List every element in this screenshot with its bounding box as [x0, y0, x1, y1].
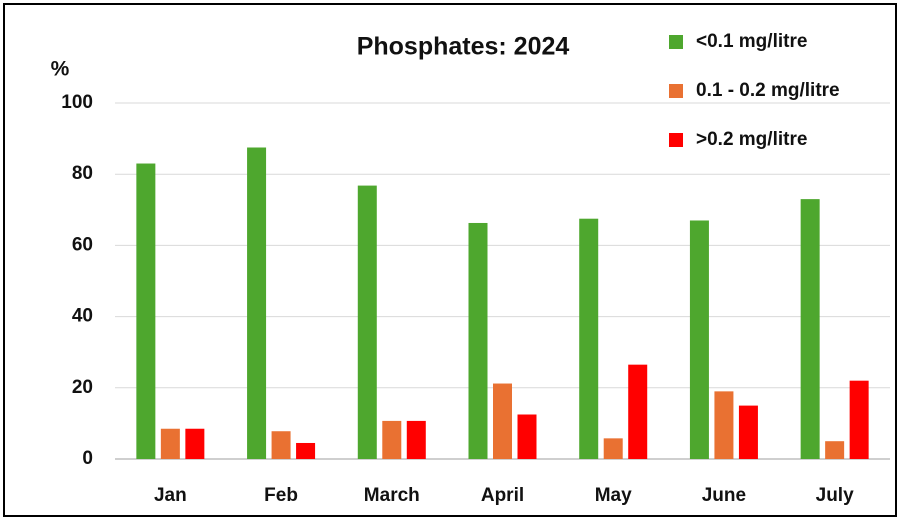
- bar: [468, 222, 488, 459]
- bar: [603, 438, 623, 459]
- bar: [628, 364, 648, 459]
- bar: [517, 414, 537, 459]
- bar: [185, 428, 205, 459]
- bar: [689, 220, 709, 459]
- x-tick-label: June: [702, 485, 746, 506]
- legend-swatch: [669, 35, 683, 49]
- bar: [800, 199, 820, 459]
- bar: [714, 391, 734, 459]
- bar: [136, 163, 156, 459]
- bar: [271, 431, 291, 459]
- x-tick-label: April: [481, 485, 524, 506]
- y-tick-label: 100: [61, 92, 93, 113]
- bar: [406, 420, 426, 459]
- y-axis-label: %: [51, 58, 70, 81]
- y-tick-label: 0: [82, 448, 93, 469]
- legend-label: 0.1 - 0.2 mg/litre: [696, 80, 840, 101]
- bar: [382, 420, 402, 459]
- y-tick-label: 20: [72, 377, 93, 398]
- x-tick-label: May: [595, 485, 632, 506]
- chart-title: Phosphates: 2024: [357, 33, 570, 61]
- bar: [247, 147, 267, 459]
- bar: [738, 405, 758, 459]
- y-tick-label: 60: [72, 234, 93, 255]
- bar: [493, 383, 512, 459]
- bar: [849, 380, 869, 459]
- y-tick-label: 80: [72, 163, 93, 184]
- bar: [357, 185, 377, 460]
- legend-swatch: [669, 133, 683, 147]
- x-tick-label: March: [364, 485, 420, 506]
- bar: [160, 428, 180, 459]
- y-tick-label: 40: [72, 306, 93, 327]
- x-tick-label: July: [816, 485, 854, 506]
- legend-label: >0.2 mg/litre: [696, 129, 807, 150]
- bar: [579, 218, 599, 459]
- x-tick-label: Jan: [154, 485, 187, 506]
- x-tick-label: Feb: [264, 485, 298, 506]
- bar: [825, 441, 845, 459]
- bar: [296, 442, 316, 459]
- legend-label: <0.1 mg/litre: [696, 31, 807, 52]
- legend-swatch: [669, 84, 683, 98]
